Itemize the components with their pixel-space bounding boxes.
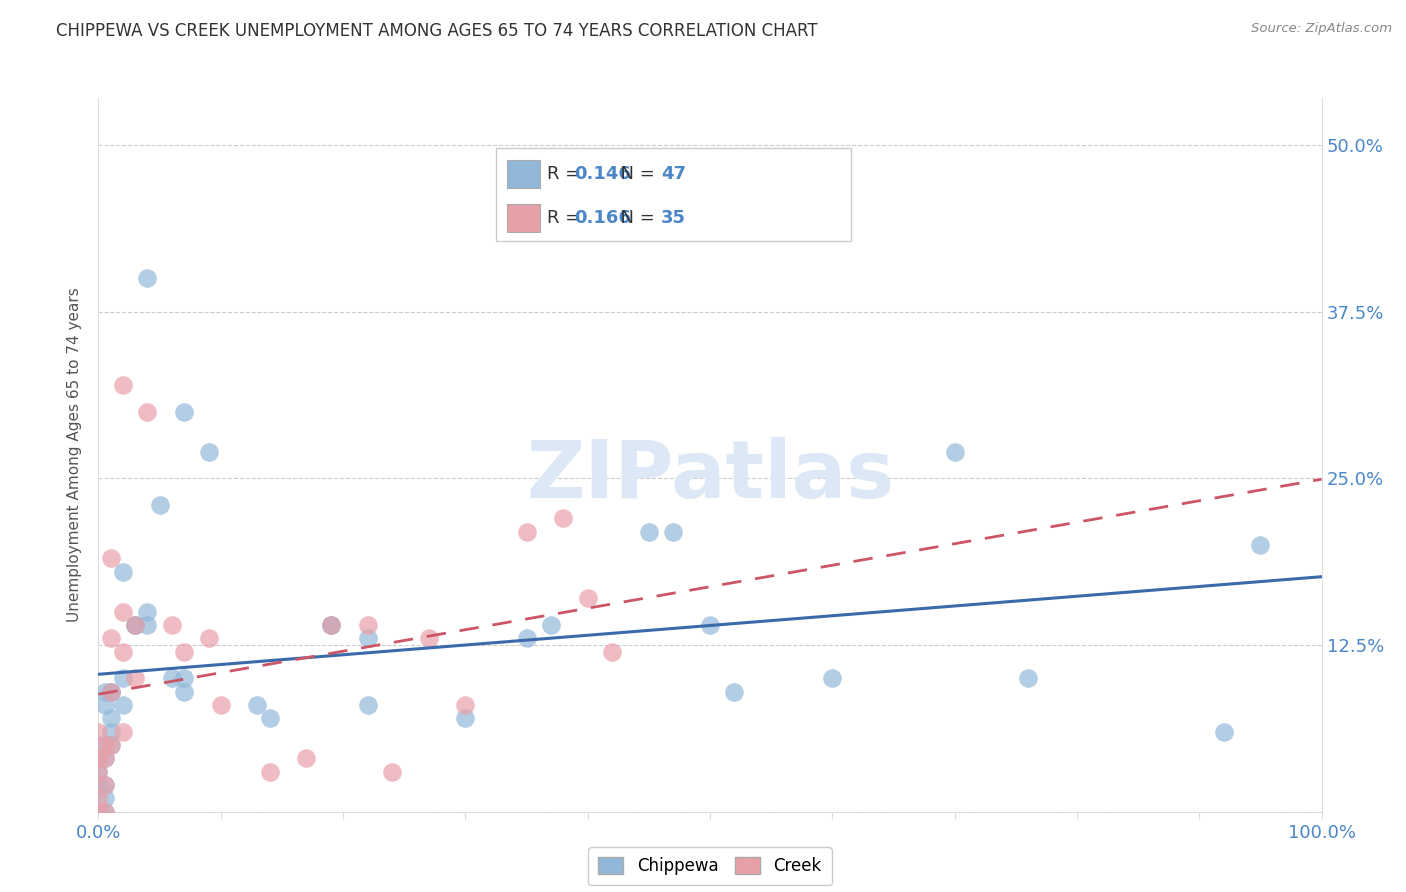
Point xyxy=(124,618,146,632)
Text: R =: R = xyxy=(547,165,586,183)
Point xyxy=(93,751,115,765)
Point xyxy=(111,565,134,579)
Point xyxy=(111,671,134,685)
Point xyxy=(295,751,318,765)
Point xyxy=(381,764,404,779)
Point xyxy=(87,724,110,739)
Point xyxy=(100,711,122,725)
Point xyxy=(197,444,219,458)
Point xyxy=(124,618,146,632)
Point xyxy=(100,632,122,646)
Point xyxy=(100,684,122,698)
Point xyxy=(319,618,342,632)
Point xyxy=(93,791,115,805)
Point xyxy=(356,618,378,632)
Point xyxy=(136,618,159,632)
Point xyxy=(173,684,195,698)
Point xyxy=(111,605,134,619)
Point xyxy=(87,764,110,779)
Point xyxy=(173,404,195,418)
Point xyxy=(136,404,159,418)
Text: 0.146: 0.146 xyxy=(574,165,631,183)
Point xyxy=(515,632,537,646)
Point xyxy=(943,444,966,458)
Point xyxy=(699,618,721,632)
Point xyxy=(356,698,378,712)
Point xyxy=(638,524,661,539)
Point xyxy=(100,724,122,739)
Point xyxy=(723,684,745,698)
Point xyxy=(136,605,159,619)
Text: Source: ZipAtlas.com: Source: ZipAtlas.com xyxy=(1251,22,1392,36)
Point xyxy=(87,791,110,805)
Point xyxy=(246,698,269,712)
Point xyxy=(356,632,378,646)
Text: R =: R = xyxy=(547,209,586,227)
Point xyxy=(93,738,115,752)
Point xyxy=(100,738,122,752)
Point xyxy=(100,684,122,698)
Point xyxy=(662,524,685,539)
Point xyxy=(259,711,281,725)
Point xyxy=(93,805,115,819)
Point xyxy=(160,618,183,632)
Point xyxy=(87,764,110,779)
Point xyxy=(87,738,110,752)
Point xyxy=(576,591,599,606)
Point xyxy=(87,778,110,792)
Point xyxy=(160,671,183,685)
Point xyxy=(87,805,110,819)
Point xyxy=(319,618,342,632)
Point xyxy=(197,632,219,646)
Point xyxy=(515,524,537,539)
Point xyxy=(418,632,440,646)
Point xyxy=(1212,724,1234,739)
Point xyxy=(111,698,134,712)
Point xyxy=(93,778,115,792)
Point xyxy=(821,671,844,685)
Y-axis label: Unemployment Among Ages 65 to 74 years: Unemployment Among Ages 65 to 74 years xyxy=(67,287,83,623)
Text: 35: 35 xyxy=(661,209,686,227)
Point xyxy=(600,645,623,659)
Point xyxy=(454,711,477,725)
Point xyxy=(540,618,562,632)
Text: CHIPPEWA VS CREEK UNEMPLOYMENT AMONG AGES 65 TO 74 YEARS CORRELATION CHART: CHIPPEWA VS CREEK UNEMPLOYMENT AMONG AGE… xyxy=(56,22,818,40)
Point xyxy=(259,764,281,779)
Point xyxy=(111,724,134,739)
Text: 0.166: 0.166 xyxy=(574,209,631,227)
Point xyxy=(87,751,110,765)
Point xyxy=(209,698,232,712)
Point xyxy=(100,684,122,698)
Point xyxy=(149,498,172,512)
Point xyxy=(1017,671,1039,685)
Point xyxy=(93,698,115,712)
Point xyxy=(173,671,195,685)
Point xyxy=(1249,538,1271,552)
Text: N =: N = xyxy=(609,165,661,183)
Point xyxy=(553,511,575,525)
Point xyxy=(93,778,115,792)
Point xyxy=(136,271,159,285)
Point xyxy=(124,671,146,685)
Point xyxy=(454,698,477,712)
Point xyxy=(93,684,115,698)
Point xyxy=(124,618,146,632)
Text: N =: N = xyxy=(609,209,661,227)
Legend: Chippewa, Creek: Chippewa, Creek xyxy=(589,847,831,886)
Point xyxy=(93,751,115,765)
Point xyxy=(319,618,342,632)
Point xyxy=(111,377,134,392)
Point xyxy=(111,645,134,659)
Point xyxy=(93,805,115,819)
Text: 47: 47 xyxy=(661,165,686,183)
Point xyxy=(100,551,122,566)
Point xyxy=(173,645,195,659)
Text: ZIPatlas: ZIPatlas xyxy=(526,437,894,516)
Point xyxy=(87,805,110,819)
Point xyxy=(100,738,122,752)
